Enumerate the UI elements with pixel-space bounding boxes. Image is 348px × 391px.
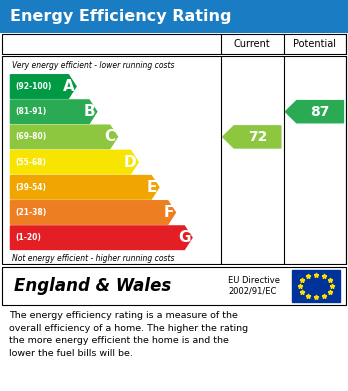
- Polygon shape: [285, 100, 343, 123]
- Text: Potential: Potential: [293, 39, 337, 49]
- Polygon shape: [10, 75, 76, 98]
- Text: (39-54): (39-54): [16, 183, 47, 192]
- Text: (1-20): (1-20): [16, 233, 41, 242]
- FancyBboxPatch shape: [292, 270, 340, 302]
- Polygon shape: [10, 151, 138, 174]
- Polygon shape: [223, 126, 281, 148]
- Text: Very energy efficient - lower running costs: Very energy efficient - lower running co…: [12, 61, 175, 70]
- Text: EU Directive
2002/91/EC: EU Directive 2002/91/EC: [228, 276, 280, 296]
- Text: D: D: [124, 154, 136, 170]
- Text: (92-100): (92-100): [16, 82, 52, 91]
- Text: C: C: [105, 129, 116, 144]
- Polygon shape: [10, 201, 175, 224]
- Text: 72: 72: [248, 130, 267, 144]
- Text: 87: 87: [310, 105, 330, 119]
- Text: E: E: [147, 180, 157, 195]
- Text: Not energy efficient - higher running costs: Not energy efficient - higher running co…: [12, 254, 175, 263]
- Text: (21-38): (21-38): [16, 208, 47, 217]
- Text: (69-80): (69-80): [16, 133, 47, 142]
- Text: Current: Current: [234, 39, 271, 49]
- Text: B: B: [84, 104, 95, 119]
- Text: (55-68): (55-68): [16, 158, 47, 167]
- Polygon shape: [10, 226, 192, 249]
- Text: (81-91): (81-91): [16, 107, 47, 116]
- Polygon shape: [10, 125, 118, 149]
- Text: Energy Efficiency Rating: Energy Efficiency Rating: [10, 9, 232, 24]
- Text: England & Wales: England & Wales: [14, 277, 171, 295]
- Text: The energy efficiency rating is a measure of the
overall efficiency of a home. T: The energy efficiency rating is a measur…: [9, 311, 248, 358]
- Text: F: F: [163, 205, 174, 220]
- Polygon shape: [10, 100, 97, 124]
- Text: A: A: [63, 79, 74, 94]
- Polygon shape: [10, 176, 159, 199]
- Text: G: G: [178, 230, 190, 245]
